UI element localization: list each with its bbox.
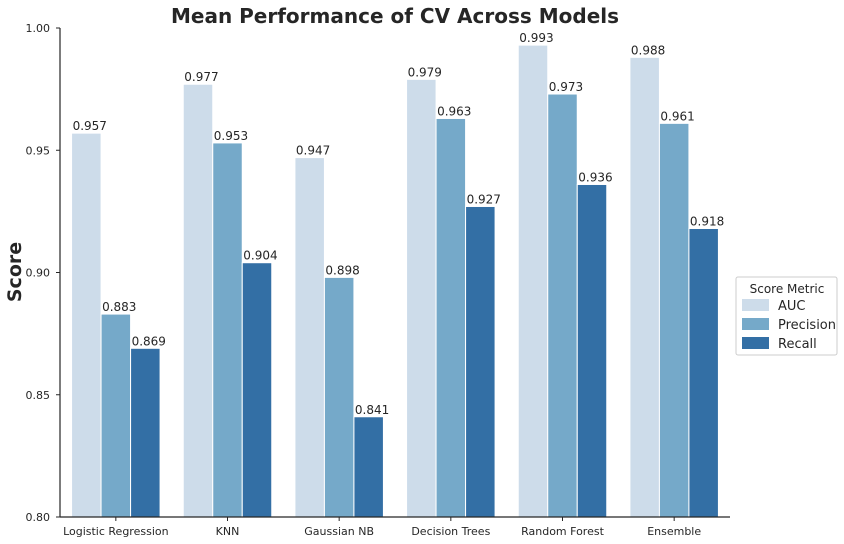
bar — [658, 122, 690, 518]
y-axis-label: Score — [4, 242, 26, 302]
legend-swatch — [742, 318, 769, 330]
bar — [323, 276, 355, 518]
legend-entries: AUC Precision Recall — [742, 299, 836, 352]
x-tick-label: Random Forest — [521, 525, 604, 538]
x-tick-label: Decision Trees — [411, 525, 490, 538]
bar — [212, 142, 243, 518]
bar — [406, 78, 437, 518]
x-tick-label: KNN — [216, 525, 240, 538]
data-label: 0.961 — [660, 109, 694, 123]
bar — [465, 205, 496, 518]
data-label: 0.869 — [132, 334, 166, 348]
bar — [435, 117, 467, 518]
data-label: 0.977 — [184, 70, 218, 84]
legend-title: Score Metric — [750, 282, 825, 296]
legend-swatch — [742, 337, 769, 349]
data-label: 0.883 — [102, 300, 136, 314]
legend-label: Recall — [778, 337, 817, 352]
bar — [688, 227, 719, 518]
legend: Score Metric AUC Precision Recall — [735, 276, 838, 356]
x-tick-label: Ensemble — [647, 525, 701, 538]
y-tick-label: 0.90 — [26, 267, 51, 280]
chart-title: Mean Performance of CV Across Models — [171, 4, 619, 28]
x-ticks: Logistic Regression KNN Gaussian NB Decisio… — [63, 517, 701, 538]
y-ticks: 0.80 0.85 0.90 0.95 1.00 — [26, 22, 60, 524]
data-label: 0.953 — [214, 129, 248, 143]
bar — [100, 313, 132, 518]
bar — [182, 83, 214, 518]
data-labels-layer: 0.957 0.883 0.869 0.977 0.953 0.904 0.947 0.898… — [73, 31, 725, 417]
data-label: 0.904 — [243, 249, 277, 263]
legend-swatch — [742, 299, 769, 311]
data-label: 0.947 — [296, 144, 330, 158]
y-tick-label: 0.85 — [26, 389, 51, 402]
bar — [517, 44, 549, 518]
bar — [353, 416, 384, 518]
data-label: 0.973 — [549, 80, 583, 94]
bar — [130, 347, 161, 518]
bar — [71, 132, 102, 518]
data-label: 0.957 — [73, 119, 107, 133]
data-label: 0.927 — [467, 192, 501, 206]
y-tick-label: 0.80 — [26, 511, 51, 524]
data-label: 0.993 — [519, 31, 553, 45]
bar — [576, 183, 608, 518]
legend-label: AUC — [778, 299, 806, 314]
legend-label: Precision — [778, 318, 836, 333]
data-label: 0.988 — [631, 43, 665, 57]
data-label: 0.979 — [408, 65, 442, 79]
x-tick-label: Logistic Regression — [63, 525, 169, 538]
bars-layer — [71, 44, 719, 518]
data-label: 0.963 — [437, 104, 471, 118]
data-label: 0.898 — [325, 263, 359, 277]
x-tick-label: Gaussian NB — [304, 525, 374, 538]
bar — [241, 262, 273, 518]
data-label: 0.936 — [578, 170, 612, 184]
y-tick-label: 0.95 — [26, 144, 51, 157]
bar — [547, 93, 578, 518]
bar — [294, 157, 325, 518]
bar — [629, 56, 660, 518]
legend-frame — [735, 276, 838, 356]
data-label: 0.841 — [355, 403, 389, 417]
y-tick-label: 1.00 — [26, 22, 51, 35]
data-label: 0.918 — [690, 214, 724, 228]
